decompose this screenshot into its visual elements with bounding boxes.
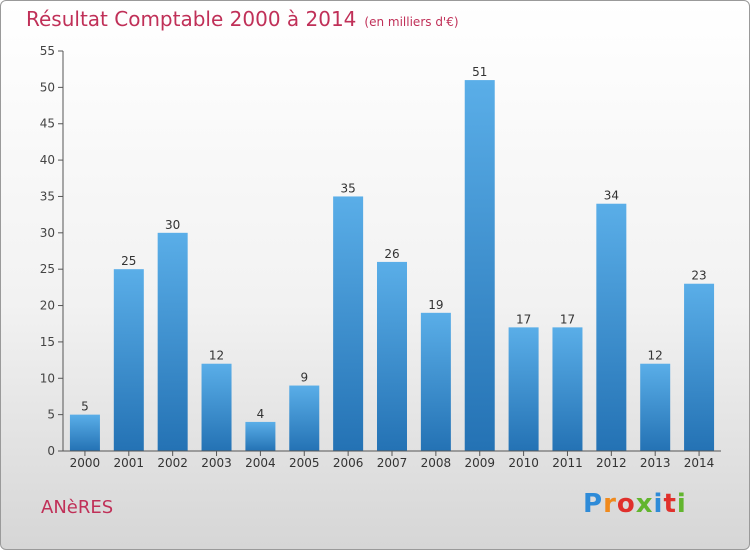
bar-2000	[69, 414, 100, 451]
title-text: Résultat Comptable 2000 à 2014	[26, 7, 357, 31]
data-label-2013: 12	[648, 349, 663, 363]
y-tick-label: 5	[47, 408, 55, 422]
bar-2007	[377, 261, 407, 451]
proxiti-logo: Proxiti	[583, 489, 687, 519]
logo-letter: i	[676, 489, 687, 519]
x-tick-label-2001: 2001	[114, 456, 145, 470]
data-label-2008: 19	[428, 298, 443, 312]
bar-2001	[113, 269, 144, 451]
y-tick-label: 15	[40, 335, 55, 349]
logo-letter: P	[583, 489, 604, 519]
x-tick-label-2013: 2013	[640, 456, 671, 470]
y-tick-label: 40	[40, 153, 55, 167]
bar-2014	[684, 283, 715, 451]
data-label-2000: 5	[81, 400, 89, 414]
logo-letter: r	[603, 489, 617, 519]
y-tick-label: 10	[40, 371, 55, 385]
y-tick-label: 45	[40, 117, 55, 131]
y-tick-label: 25	[40, 262, 55, 276]
x-tick-label-2007: 2007	[377, 456, 408, 470]
y-tick-label: 20	[40, 299, 55, 313]
data-label-2002: 30	[165, 218, 180, 232]
data-label-2007: 26	[384, 247, 399, 261]
data-label-2009: 51	[472, 65, 487, 79]
data-label-2012: 34	[604, 189, 619, 203]
x-tick-label-2008: 2008	[421, 456, 452, 470]
y-tick-label: 30	[40, 226, 55, 240]
x-tick-label-2005: 2005	[289, 456, 320, 470]
bar-2009	[464, 80, 495, 451]
data-label-2001: 25	[121, 254, 136, 268]
bar-2005	[289, 385, 320, 451]
data-label-2011: 17	[560, 312, 575, 326]
data-label-2014: 23	[691, 269, 706, 283]
x-tick-label-2002: 2002	[157, 456, 188, 470]
logo-letter: x	[635, 489, 654, 519]
logo-letter: i	[653, 489, 664, 519]
data-label-2003: 12	[209, 349, 224, 363]
x-tick-label-2009: 2009	[464, 456, 495, 470]
data-label-2006: 35	[340, 181, 355, 195]
bar-2008	[420, 312, 451, 451]
bar-2002	[157, 232, 188, 451]
x-tick-label-2006: 2006	[333, 456, 364, 470]
y-tick-label: 35	[40, 189, 55, 203]
logo-letter: t	[663, 489, 677, 519]
bar-2004	[245, 421, 276, 451]
bar-2011	[552, 327, 583, 451]
bar-2010	[508, 327, 539, 451]
y-tick-label: 50	[40, 80, 55, 94]
x-tick-label-2003: 2003	[201, 456, 232, 470]
y-tick-label: 0	[47, 444, 55, 458]
bar-2006	[333, 196, 364, 451]
logo-letter: o	[616, 489, 636, 519]
x-tick-label-2014: 2014	[684, 456, 715, 470]
bar-2013	[640, 363, 671, 451]
x-tick-label-2011: 2011	[552, 456, 583, 470]
bar-2003	[201, 363, 232, 451]
x-tick-label-2010: 2010	[508, 456, 539, 470]
x-tick-label-2000: 2000	[70, 456, 101, 470]
data-label-2010: 17	[516, 312, 531, 326]
data-label-2005: 9	[300, 371, 308, 385]
chart-title: Résultat Comptable 2000 à 2014 (en millie…	[26, 7, 459, 31]
x-tick-label-2004: 2004	[245, 456, 276, 470]
place-name: ANèRES	[41, 497, 114, 518]
x-tick-label-2012: 2012	[596, 456, 627, 470]
data-label-2004: 4	[257, 407, 265, 421]
y-tick-label: 55	[40, 44, 55, 58]
bar-2012	[596, 203, 627, 451]
title-unit: (en milliers d'€)	[364, 15, 459, 29]
